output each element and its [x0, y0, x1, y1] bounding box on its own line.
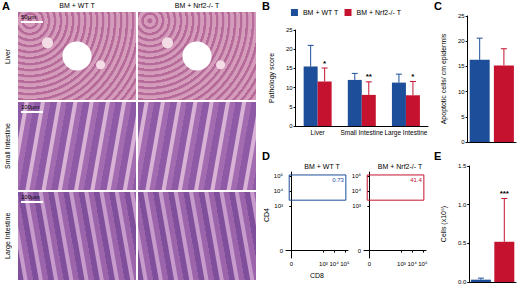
svg-text:Apoptotic cells/ cm epidermis: Apoptotic cells/ cm epidermis — [440, 33, 448, 124]
html-text:50µm: 50µm — [21, 14, 37, 20]
html-text:Small Intestine: Small Intestine — [4, 123, 11, 169]
svg-text:20: 20 — [458, 38, 465, 44]
html-text:Liver: Liver — [4, 48, 11, 64]
svg-text:0: 0 — [280, 248, 284, 254]
svg-text:Large Intestine: Large Intestine — [384, 129, 427, 137]
svg-text:0.73: 0.73 — [332, 177, 344, 183]
html-text:E: E — [434, 150, 442, 162]
html-text:Large Intestine: Large Intestine — [4, 212, 11, 260]
svg-text:5: 5 — [461, 114, 465, 120]
svg-text:1.0: 1.0 — [458, 202, 467, 208]
svg-text:0: 0 — [290, 261, 294, 267]
html-text:BM + Nrf2-/- T: BM + Nrf2-/- T — [174, 2, 220, 9]
svg-text:10³: 10³ — [397, 261, 406, 267]
svg-text:15: 15 — [458, 63, 465, 69]
html-text:C: C — [434, 0, 442, 12]
svg-text:**: ** — [366, 72, 373, 81]
svg-text:BM + WT T: BM + WT T — [304, 163, 340, 170]
html-text:B: B — [262, 0, 270, 12]
svg-text:10: 10 — [458, 89, 465, 95]
svg-text:1.5: 1.5 — [458, 163, 467, 169]
svg-text:10³: 10³ — [274, 203, 283, 209]
svg-text:*: * — [411, 72, 415, 81]
svg-text:10: 10 — [286, 85, 293, 91]
svg-text:0: 0 — [289, 123, 293, 129]
svg-text:0: 0 — [461, 139, 465, 145]
svg-text:BM + Nrf2-/- T: BM + Nrf2-/- T — [378, 163, 423, 170]
svg-text:Small Intestine: Small Intestine — [340, 129, 383, 136]
html-text:100µm: 100µm — [21, 104, 40, 110]
html-text:100µm: 100µm — [21, 194, 40, 200]
html-text:BM + WT T: BM + WT T — [59, 2, 95, 9]
svg-text:10³: 10³ — [352, 203, 361, 209]
svg-text:10⁴: 10⁴ — [407, 261, 417, 267]
svg-text:***: *** — [500, 189, 510, 198]
svg-text:10⁵: 10⁵ — [340, 261, 350, 267]
svg-text:*: * — [323, 59, 327, 68]
svg-text:BM + Nrf2-/- T: BM + Nrf2-/- T — [357, 9, 402, 16]
svg-text:CD4: CD4 — [263, 208, 270, 222]
svg-text:0.5: 0.5 — [458, 240, 467, 246]
svg-text:10⁴: 10⁴ — [329, 261, 339, 267]
svg-text:0: 0 — [368, 261, 372, 267]
svg-text:0.0: 0.0 — [458, 279, 467, 285]
svg-text:41.4: 41.4 — [410, 177, 422, 183]
svg-text:Liver: Liver — [311, 129, 326, 136]
svg-text:20: 20 — [286, 46, 293, 52]
svg-text:10⁵: 10⁵ — [352, 173, 362, 179]
svg-text:25: 25 — [458, 13, 465, 19]
svg-text:5: 5 — [289, 104, 293, 110]
svg-text:10³: 10³ — [319, 261, 328, 267]
svg-text:10⁴: 10⁴ — [274, 188, 284, 194]
svg-text:0: 0 — [358, 248, 362, 254]
svg-text:10⁵: 10⁵ — [418, 261, 428, 267]
svg-text:10⁵: 10⁵ — [274, 173, 284, 179]
svg-text:25: 25 — [286, 27, 293, 33]
svg-text:BM + WT T: BM + WT T — [303, 9, 339, 16]
svg-text:CD8: CD8 — [310, 272, 324, 279]
html-text:A: A — [2, 0, 10, 12]
svg-text:15: 15 — [286, 65, 293, 71]
svg-text:10⁴: 10⁴ — [352, 188, 362, 194]
svg-text:Cells (x10⁶): Cells (x10⁶) — [440, 206, 448, 242]
html-text:D: D — [262, 150, 270, 162]
svg-text:Pathology score: Pathology score — [268, 53, 276, 103]
